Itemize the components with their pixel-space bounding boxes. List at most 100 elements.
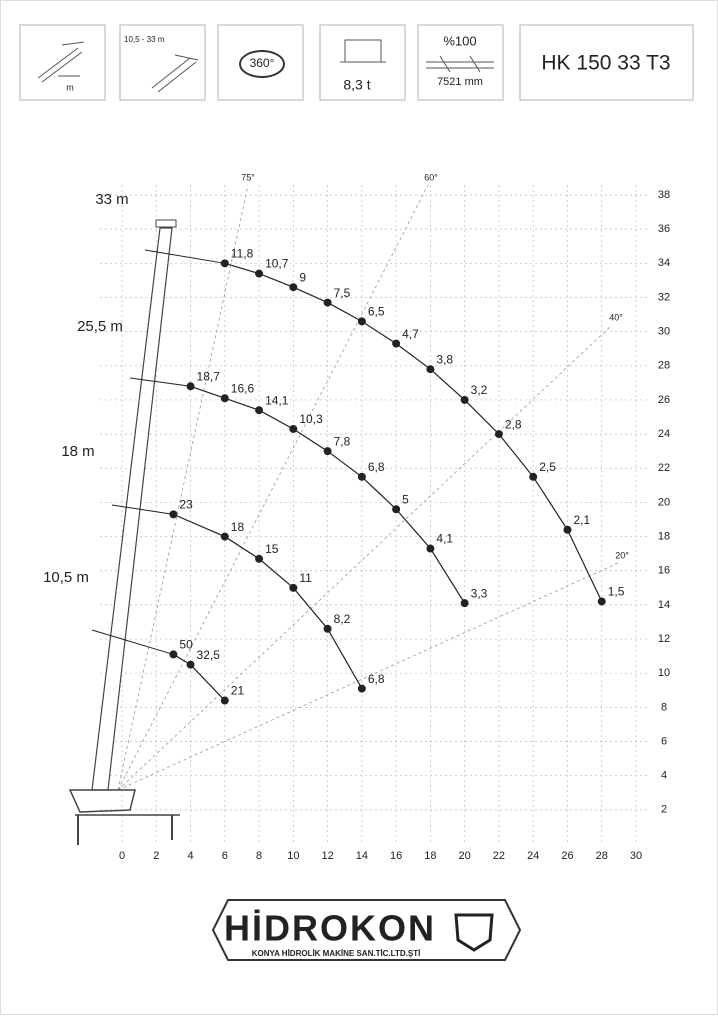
x-tick-label: 0 [119,850,125,862]
load-label: 6,8 [368,672,385,686]
x-tick-label: 30 [630,850,642,862]
load-label: 1,5 [608,585,625,599]
load-label: 21 [231,684,245,698]
x-tick-label: 12 [321,850,333,862]
load-point [220,696,229,705]
load-label: 15 [265,542,279,556]
load-label: 50 [179,638,193,652]
x-tick-label: 16 [390,850,402,862]
load-label: 3,8 [436,352,453,366]
x-tick-label: 6 [222,850,228,862]
model: HK 150 33 T3 [541,52,670,75]
load-label: 2,8 [505,417,522,431]
y-tick-label: 26 [658,394,670,406]
load-point [426,365,435,374]
load-point [323,624,332,633]
boom-tip [155,219,177,228]
load-point [220,532,229,541]
load-point [323,298,332,307]
load-label: 10,7 [265,257,289,271]
angle-line [117,562,619,791]
extension-unit: m [66,82,74,92]
load-label: 7,5 [334,286,351,300]
load-point [186,382,195,391]
load-point [323,447,332,456]
icon-rotation [239,50,285,78]
angle-line [117,324,613,791]
y-tick-label: 34 [658,257,670,269]
y-tick-label: 32 [658,291,670,303]
y-tick-label: 10 [658,667,670,679]
x-tick-label: 18 [424,850,436,862]
y-tick-label: 2 [661,804,667,816]
load-label: 11 [299,571,312,585]
load-point [289,583,298,592]
load-point [220,259,229,268]
load-point [220,394,229,403]
load-point [289,424,298,433]
x-tick-label: 22 [493,850,505,862]
load-point [597,597,606,606]
load-point [357,317,366,326]
footer: HİDROKON KONYA HİDROLİK MAKİNE SAN.TİC.L… [211,899,522,961]
load-point [255,554,264,563]
logo-frame [211,899,522,961]
y-tick-label: 30 [658,326,670,338]
icon-outrigger [426,55,494,73]
x-tick-label: 20 [459,850,471,862]
y-tick-label: 24 [658,428,670,440]
capacity: 8,3 t [343,77,370,93]
load-point [169,650,178,659]
y-tick-label: 12 [658,633,670,645]
series-name: 18 m [61,443,94,460]
boom-radius [129,377,191,387]
load-point [357,472,366,481]
angle-label: 75° [241,172,255,182]
load-point [460,395,469,404]
load-label: 5 [402,492,409,506]
brand: HİDROKON [224,908,436,949]
y-tick-label: 28 [658,360,670,372]
load-point [563,525,572,534]
load-point [460,599,469,608]
y-tick-label: 36 [658,223,670,235]
load-label: 16,6 [231,381,255,395]
load-point [392,505,401,514]
load-label: 6,5 [368,305,385,319]
load-point [255,269,264,278]
load-label: 10,3 [299,412,323,426]
x-tick-label: 28 [596,850,608,862]
load-label: 6,8 [368,460,385,474]
y-tick-label: 18 [658,530,670,542]
load-label: 23 [179,498,193,512]
angle-label: 40° [609,312,623,322]
rotation: 360° [250,56,275,70]
y-tick-label: 20 [658,496,670,508]
plot: 0 2 4 6 8 10 12 14 16 18 20 22 24 26 28 302468101214161… [43,172,670,862]
load-point [392,339,401,348]
company: KONYA HİDROLİK MAKİNE SAN.TİC.LTD.ŞTİ [252,949,421,958]
load-point [255,406,264,415]
icon-boom [151,54,199,93]
header-box [217,24,304,101]
x-tick-label: 26 [561,850,573,862]
load-curve [173,513,363,689]
y-tick-label: 22 [658,462,670,474]
x-tick-label: 8 [256,850,262,862]
load-label: 32,5 [197,648,221,662]
outrigger [77,815,173,845]
load-point [494,430,503,439]
outrigger-percent: %100 [443,33,476,48]
load-label: 2,1 [573,513,590,527]
load-point [529,472,538,481]
load-label: 3,2 [471,383,488,397]
header-box [119,24,206,101]
outrigger-width: 7521 mm [437,76,483,88]
load-label: 18,7 [197,369,221,383]
load-label: 7,8 [334,434,351,448]
load-label: 11,8 [231,246,254,260]
load-point [426,544,435,553]
load-label: 4,1 [436,532,453,546]
